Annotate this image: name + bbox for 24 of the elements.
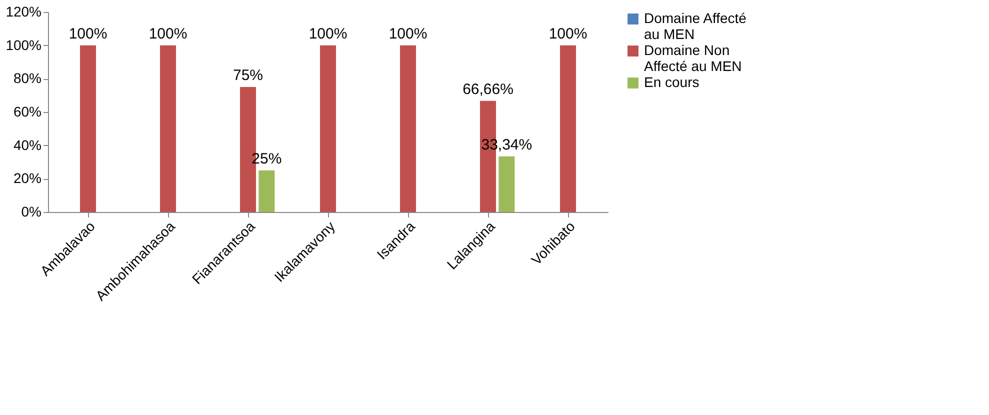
bar bbox=[560, 45, 576, 212]
legend-label: Domaine Non Affecté au MEN bbox=[644, 42, 742, 74]
y-tick-label: 80% bbox=[13, 70, 42, 86]
bar bbox=[320, 45, 336, 212]
data-label: 100% bbox=[68, 25, 108, 42]
data-label: 100% bbox=[148, 25, 188, 42]
data-label: 100% bbox=[548, 25, 588, 42]
legend-label: Domaine Affecté au MEN bbox=[644, 10, 747, 42]
data-label: 100% bbox=[308, 25, 348, 42]
bar bbox=[258, 170, 275, 212]
y-tick-label: 40% bbox=[13, 136, 42, 153]
bar bbox=[160, 45, 176, 212]
data-label: 66,66% bbox=[462, 80, 514, 98]
bar bbox=[498, 156, 515, 212]
y-tick-label: 20% bbox=[13, 170, 42, 186]
data-label: 100% bbox=[388, 25, 428, 42]
data-label: 75% bbox=[232, 67, 264, 84]
bar bbox=[80, 45, 96, 212]
y-tick-label: 100% bbox=[6, 36, 42, 53]
bar bbox=[400, 45, 416, 212]
y-tick-label: 120% bbox=[6, 4, 42, 20]
y-tick-label: 0% bbox=[21, 204, 42, 220]
y-tick-label: 60% bbox=[13, 104, 42, 120]
legend-label: En cours bbox=[644, 74, 700, 90]
